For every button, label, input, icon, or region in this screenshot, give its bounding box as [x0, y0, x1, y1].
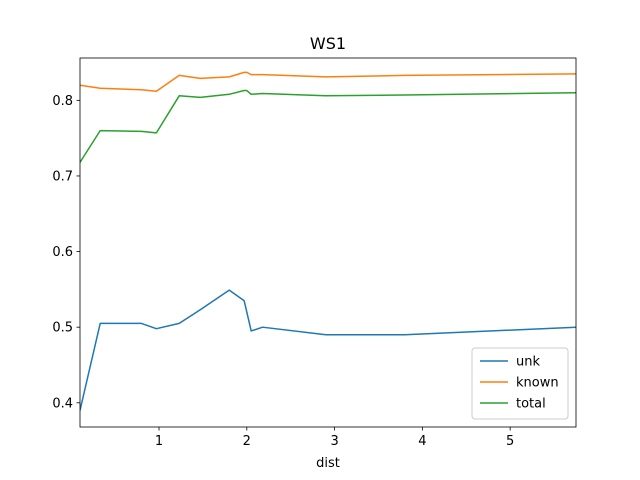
x-tick-label-2: 3 [330, 434, 338, 449]
y-tick-label-4: 0.8 [52, 94, 73, 109]
axes-layer: 1 2 3 4 5 0.4 0.5 0.6 0.7 0.8 [52, 94, 514, 449]
legend-frame [471, 347, 569, 420]
x-axis-label: dist [316, 456, 340, 471]
y-tick-label-1: 0.5 [52, 321, 73, 336]
plot-border [79, 57, 577, 428]
legend-label-known: known [516, 376, 559, 391]
legend: unk known total [471, 347, 569, 420]
x-tick-label-4: 5 [506, 434, 514, 449]
legend-label-total: total [516, 397, 546, 412]
x-tick-label-3: 4 [418, 434, 426, 449]
series-layer [80, 71, 576, 411]
y-tick-label-2: 0.6 [52, 245, 73, 260]
series-line-unk [80, 289, 576, 411]
chart-title: WS1 [310, 34, 346, 53]
x-tick-label-0: 1 [155, 434, 163, 449]
x-tick-label-1: 2 [243, 434, 251, 449]
legend-label-unk: unk [516, 355, 540, 370]
y-tick-label-3: 0.7 [52, 169, 73, 184]
series-line-total [80, 89, 576, 163]
y-tick-label-0: 0.4 [52, 396, 73, 411]
series-line-known [80, 71, 576, 93]
